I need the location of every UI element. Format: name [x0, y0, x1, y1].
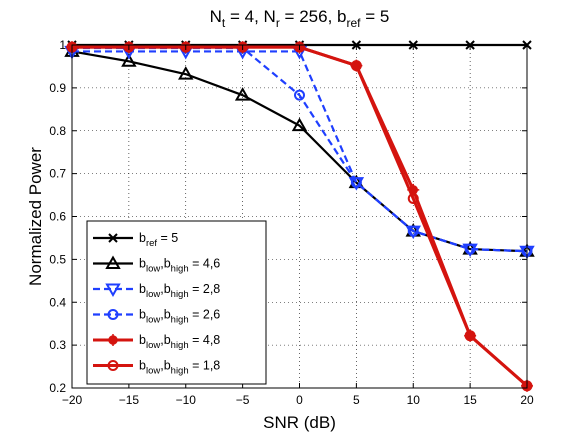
y-tick-label: 0.6 [49, 210, 66, 224]
legend-marker-6 [107, 360, 119, 371]
legend-label-1: bref = 5 [139, 231, 178, 249]
legend-label-base: b [139, 359, 146, 373]
legend-label-sub2: high [171, 340, 189, 351]
legend-marker-5-cross [107, 334, 119, 346]
axis-ticks: −20 −15 −10 −5 0 5 10 15 20 0.2 0.3 0.4 0.5 0.6 0.7 0.8… [49, 38, 534, 407]
legend-label-sub2: high [171, 264, 189, 275]
title-subscript: t [222, 16, 226, 30]
series-6-point [237, 41, 249, 53]
legend-label-rest: = 4,6 [189, 257, 221, 271]
legend-label-rest: = 1,8 [189, 359, 221, 373]
legend-label-base: b [139, 282, 146, 296]
legend-marker-4 [107, 309, 119, 320]
x-tick-label: −10 [176, 393, 197, 407]
legend-label-rest: = 2,8 [189, 282, 221, 296]
series-2-point [121, 53, 137, 67]
legend-label-mid: ,b [160, 257, 170, 271]
x-tick-label: −5 [236, 393, 250, 407]
y-tick-label: 0.5 [49, 252, 66, 266]
legend-marker-2 [105, 255, 121, 269]
y-tick-label: 0.3 [49, 338, 66, 352]
title-text-part: = 5 [361, 7, 390, 26]
legend-label-sub: low [146, 340, 160, 351]
legend-label-5: blow,bhigh = 4,8 [139, 333, 220, 351]
legend-label-sub2: high [171, 366, 189, 377]
x-tick-label: −20 [62, 393, 83, 407]
y-tick-label: 1 [59, 38, 66, 52]
legend-label-sub: low [146, 289, 160, 300]
x-tick-label: 0 [296, 393, 303, 407]
title-part: N [264, 7, 276, 26]
legend-label-base: b [139, 333, 146, 347]
series-2-point [291, 117, 308, 132]
legend-label-rest: = 5 [157, 231, 178, 245]
legend-label-3: blow,bhigh = 2,8 [139, 282, 220, 300]
series-4-point [464, 243, 476, 255]
y-tick-label: 0.8 [49, 124, 66, 138]
legend-label-sub: low [146, 366, 160, 377]
title-subscript: r [276, 16, 280, 30]
legend-box [86, 220, 267, 385]
x-tick-label: 5 [353, 393, 360, 407]
legend-label-mid: ,b [160, 359, 170, 373]
x-tick-label: 15 [463, 393, 477, 407]
legend-label-rest: = 2,6 [189, 308, 221, 322]
x-tick-label: 20 [520, 393, 534, 407]
legend-marker-3 [105, 283, 121, 298]
legend-label-sub: low [146, 315, 160, 326]
legend-label-6: blow,bhigh = 1,8 [139, 359, 220, 377]
legend-label-mid: ,b [160, 308, 170, 322]
series-6-point [407, 192, 419, 204]
title-part: N [210, 7, 222, 26]
chart-title: Nt = 4, Nr = 256, bref = 5 [210, 7, 390, 30]
title-text-part: = 4, [225, 7, 263, 26]
y-tick-label: 0.4 [49, 295, 66, 309]
legend-label-base: b [139, 308, 146, 322]
legend-label-sub2: high [171, 315, 189, 326]
title-text-part: = 256, [280, 7, 337, 26]
series-6-point [464, 330, 476, 342]
legend-label-base: b [139, 231, 146, 245]
legend-label-sub2: high [171, 289, 189, 300]
legend-label-2: blow,bhigh = 4,6 [139, 257, 220, 275]
legend-label-mid: ,b [160, 333, 170, 347]
legend-label-mid: ,b [160, 282, 170, 296]
legend-label-rest: = 4,8 [189, 333, 221, 347]
series-6-point [350, 60, 362, 72]
y-tick-label: 0.2 [49, 381, 66, 395]
legend-marker-1 [108, 233, 118, 243]
series-6-point [180, 41, 192, 53]
series-6-point [123, 41, 135, 53]
legend-label-sub: ref [146, 238, 157, 249]
series-2-point [234, 87, 251, 101]
x-tick-label: 10 [407, 393, 421, 407]
series-4-point [294, 89, 305, 101]
x-axis-label: SNR (dB) [263, 413, 336, 432]
legend-label-sub: low [146, 264, 160, 275]
y-axis-label: Normalized Power [26, 147, 45, 286]
series-4-line [72, 46, 528, 253]
x-tick-label: −15 [119, 393, 140, 407]
series-6-point [294, 41, 305, 53]
series-4-point [407, 225, 419, 237]
title-subscript: ref [346, 16, 361, 30]
legend-label-4: blow,bhigh = 2,6 [139, 308, 220, 326]
series-4-point [350, 177, 362, 189]
y-tick-label: 0.7 [49, 167, 66, 181]
title-part: b [337, 7, 346, 26]
legend-label-base: b [139, 257, 146, 271]
y-tick-label: 0.9 [49, 81, 66, 95]
series-2-point [178, 66, 194, 80]
